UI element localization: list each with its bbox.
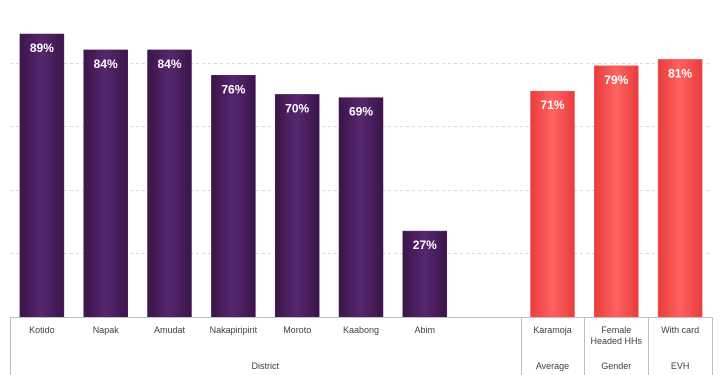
bar bbox=[83, 49, 128, 318]
group-label: EVH bbox=[671, 361, 690, 371]
tick-label: Kaabong bbox=[343, 325, 379, 335]
group-label: Gender bbox=[601, 361, 631, 371]
data-label: 76% bbox=[221, 82, 245, 96]
bar bbox=[211, 75, 256, 318]
tick-label: Karamoja bbox=[533, 325, 572, 335]
bar bbox=[274, 94, 320, 318]
bar bbox=[402, 230, 448, 318]
tick-label: Kotido bbox=[29, 325, 55, 335]
data-label: 71% bbox=[540, 98, 564, 112]
data-label: 70% bbox=[285, 101, 309, 115]
bar bbox=[594, 65, 639, 318]
data-label: 69% bbox=[349, 105, 373, 119]
bar bbox=[338, 97, 384, 318]
data-label: 89% bbox=[30, 41, 54, 55]
group-label: District bbox=[252, 361, 280, 371]
tick-label: Napak bbox=[93, 325, 120, 335]
group-label: Average bbox=[536, 361, 569, 371]
tick-label: Nakapiripirit bbox=[210, 325, 258, 335]
tick-label: Moroto bbox=[283, 325, 311, 335]
bar bbox=[147, 49, 192, 318]
tick-label: With card bbox=[661, 325, 699, 335]
tick-label: Amudat bbox=[154, 325, 186, 335]
bars: 89% 84% 84% 76% 70% 69% 27% 71% 79% 81% bbox=[19, 33, 703, 318]
tick-label: Female Headed HHs bbox=[591, 325, 643, 346]
tick-label: Abim bbox=[415, 325, 436, 335]
data-label: 81% bbox=[668, 66, 692, 80]
bar bbox=[657, 59, 703, 318]
data-label: 84% bbox=[157, 57, 181, 71]
category-axis: Kotido Napak Amudat Nakapiripirit Moroto Kaab… bbox=[10, 317, 713, 375]
data-label: 84% bbox=[94, 57, 118, 71]
bar bbox=[530, 90, 575, 318]
bar bbox=[19, 33, 65, 318]
data-label: 79% bbox=[604, 73, 628, 87]
data-label: 27% bbox=[413, 238, 437, 252]
